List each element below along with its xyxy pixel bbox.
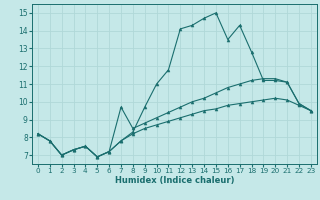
X-axis label: Humidex (Indice chaleur): Humidex (Indice chaleur) bbox=[115, 176, 234, 185]
